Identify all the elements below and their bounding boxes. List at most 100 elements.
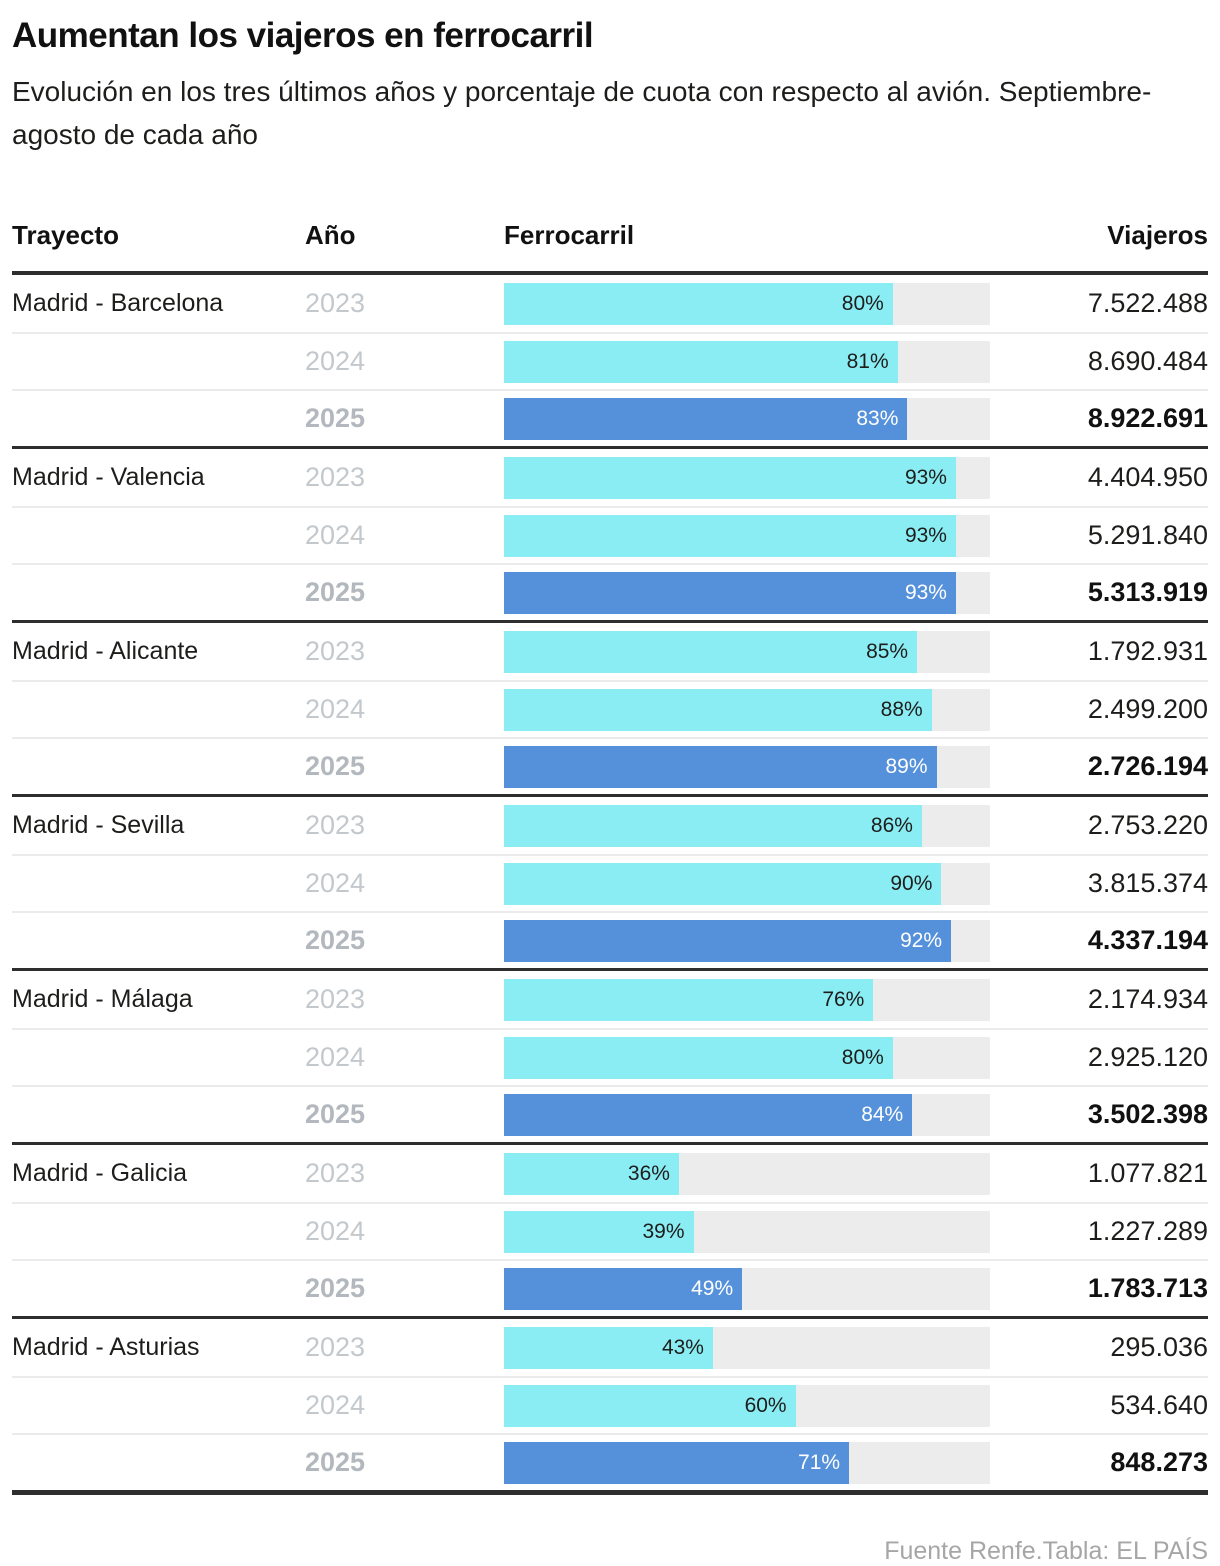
share-pct-label: 81% — [846, 349, 889, 373]
share-bar: 92% — [504, 919, 952, 962]
share-bar-cell: 83% — [504, 397, 990, 440]
table-row: Madrid - Asturias 2023 43% 295.036 — [12, 1319, 1208, 1376]
year-label: 2025 — [305, 1447, 366, 1477]
share-bar-cell: 76% — [504, 978, 990, 1021]
share-bar-cell: 88% — [504, 688, 990, 731]
page-title: Aumentan los viajeros en ferrocarril — [12, 16, 594, 55]
route-label: Madrid - Galicia — [12, 1159, 188, 1187]
bar-track: 43% — [504, 1326, 990, 1369]
page-subtitle: Evolución en los tres últimos años y por… — [12, 76, 1152, 150]
passengers-value: 3.502.398 — [1087, 1099, 1208, 1129]
table-row: 2024 88% 2.499.200 — [12, 680, 1208, 737]
share-bar: 71% — [504, 1441, 850, 1484]
share-bar: 93% — [504, 514, 956, 557]
table-row: 2024 39% 1.227.289 — [12, 1202, 1208, 1259]
share-pct-label: 89% — [885, 754, 928, 778]
share-pct-label: 60% — [744, 1393, 787, 1417]
share-pct-label: 84% — [861, 1102, 904, 1126]
share-bar-cell: 92% — [504, 919, 990, 962]
share-bar: 76% — [504, 978, 874, 1021]
year-label: 2024 — [305, 1390, 366, 1420]
table-row: Madrid - Alicante 2023 85% 1.792.931 — [12, 623, 1208, 680]
passengers-value: 2.753.220 — [1087, 810, 1208, 840]
column-header-ano: Año — [305, 220, 356, 250]
share-bar-cell: 43% — [504, 1326, 990, 1369]
bar-track: 85% — [504, 630, 990, 673]
passengers-value: 534.640 — [1110, 1390, 1208, 1420]
bar-track: 81% — [504, 340, 990, 383]
bar-track: 88% — [504, 688, 990, 731]
share-pct-label: 71% — [798, 1450, 841, 1474]
bar-track: 86% — [504, 804, 990, 847]
share-pct-label: 92% — [900, 928, 943, 952]
share-bar: 90% — [504, 862, 942, 905]
route-group: Madrid - Sevilla 2023 86% 2.753.220 2024 90% 3… — [12, 797, 1208, 971]
passengers-value: 8.922.691 — [1087, 403, 1208, 433]
table-row: 2025 83% 8.922.691 — [12, 389, 1208, 446]
share-bar-cell: 89% — [504, 745, 990, 788]
share-pct-label: 80% — [841, 1045, 884, 1069]
share-bar: 81% — [504, 340, 898, 383]
table-row: Madrid - Valencia 2023 93% 4.404.950 — [12, 449, 1208, 506]
share-pct-label: 86% — [870, 813, 913, 837]
table-row: 2024 80% 2.925.120 — [12, 1028, 1208, 1085]
share-pct-label: 88% — [880, 697, 923, 721]
passengers-value: 5.291.840 — [1087, 520, 1208, 550]
passengers-value: 1.227.289 — [1087, 1216, 1208, 1246]
route-group: Madrid - Alicante 2023 85% 1.792.931 2024 88%… — [12, 623, 1208, 797]
route-label: Madrid - Málaga — [12, 985, 193, 1013]
passengers-value: 4.404.950 — [1087, 462, 1208, 492]
share-bar-cell: 93% — [504, 514, 990, 557]
share-bar-cell: 93% — [504, 456, 990, 499]
share-bar-cell: 60% — [504, 1384, 990, 1427]
passengers-value: 8.690.484 — [1087, 346, 1208, 376]
bar-track: 93% — [504, 514, 990, 557]
bar-track: 60% — [504, 1384, 990, 1427]
table-body: Madrid - Barcelona 2023 80% 7.522.488 2024 81… — [12, 275, 1208, 1495]
year-label: 2025 — [305, 403, 366, 433]
bar-track: 36% — [504, 1152, 990, 1195]
share-bar-cell: 39% — [504, 1210, 990, 1253]
share-pct-label: 80% — [841, 291, 884, 315]
share-bar: 49% — [504, 1267, 743, 1310]
share-pct-label: 90% — [890, 871, 933, 895]
share-pct-label: 76% — [822, 987, 865, 1011]
column-header-viajeros: Viajeros — [1107, 220, 1208, 250]
column-header-ferrocarril: Ferrocarril — [504, 220, 635, 250]
share-bar-cell: 80% — [504, 1036, 990, 1079]
share-bar: 43% — [504, 1326, 713, 1369]
share-pct-label: 83% — [856, 406, 899, 430]
share-bar-cell: 71% — [504, 1441, 990, 1484]
share-bar: 80% — [504, 1036, 893, 1079]
table-row: 2024 93% 5.291.840 — [12, 506, 1208, 563]
table-row: 2024 60% 534.640 — [12, 1376, 1208, 1433]
share-pct-label: 93% — [904, 465, 947, 489]
bar-track: 92% — [504, 919, 990, 962]
year-label: 2024 — [305, 1042, 366, 1072]
year-label: 2023 — [305, 810, 366, 840]
share-pct-label: 85% — [866, 639, 909, 663]
route-label: Madrid - Sevilla — [12, 811, 185, 839]
passengers-value: 2.726.194 — [1087, 751, 1208, 781]
column-header-trayecto: Trayecto — [12, 220, 119, 250]
bar-track: 49% — [504, 1267, 990, 1310]
route-group: Madrid - Barcelona 2023 80% 7.522.488 2024 81… — [12, 275, 1208, 449]
bar-track: 93% — [504, 571, 990, 614]
year-label: 2024 — [305, 694, 366, 724]
table-row: Madrid - Sevilla 2023 86% 2.753.220 — [12, 797, 1208, 854]
passengers-value: 848.273 — [1110, 1447, 1208, 1477]
year-label: 2025 — [305, 925, 366, 955]
share-bar-cell: 81% — [504, 340, 990, 383]
share-pct-label: 43% — [661, 1335, 704, 1359]
passengers-value: 1.792.931 — [1087, 636, 1208, 666]
bar-track: 89% — [504, 745, 990, 788]
year-label: 2025 — [305, 751, 366, 781]
share-bar-cell: 90% — [504, 862, 990, 905]
passengers-value: 2.174.934 — [1087, 984, 1208, 1014]
share-pct-label: 36% — [627, 1161, 670, 1185]
table-row: 2024 90% 3.815.374 — [12, 854, 1208, 911]
year-label: 2025 — [305, 577, 366, 607]
share-pct-label: 93% — [904, 580, 947, 604]
table-row: 2025 71% 848.273 — [12, 1433, 1208, 1490]
share-bar: 60% — [504, 1384, 796, 1427]
